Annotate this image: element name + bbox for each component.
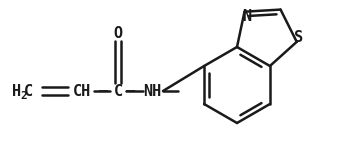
- Text: O: O: [113, 25, 123, 40]
- Text: S: S: [294, 30, 303, 45]
- Text: NH: NH: [143, 83, 161, 98]
- Text: C: C: [113, 83, 123, 98]
- Text: N: N: [242, 9, 251, 24]
- Text: CH: CH: [73, 83, 91, 98]
- Text: H: H: [12, 83, 21, 98]
- Text: 2: 2: [20, 91, 27, 101]
- Text: —: —: [99, 83, 109, 98]
- Text: C: C: [24, 83, 33, 98]
- Text: —: —: [126, 83, 135, 98]
